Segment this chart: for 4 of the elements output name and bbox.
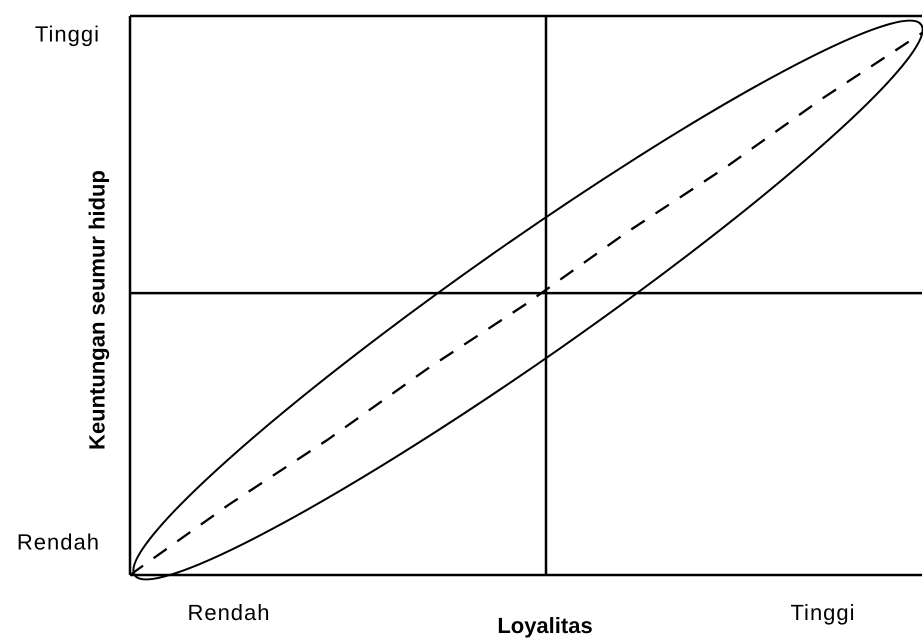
text: Tinggi <box>34 22 100 46</box>
y-axis-title: Keuntungan seumur hidup <box>84 170 110 450</box>
x-axis-title: Loyalitas <box>497 613 593 638</box>
text: Rendah <box>16 530 100 554</box>
